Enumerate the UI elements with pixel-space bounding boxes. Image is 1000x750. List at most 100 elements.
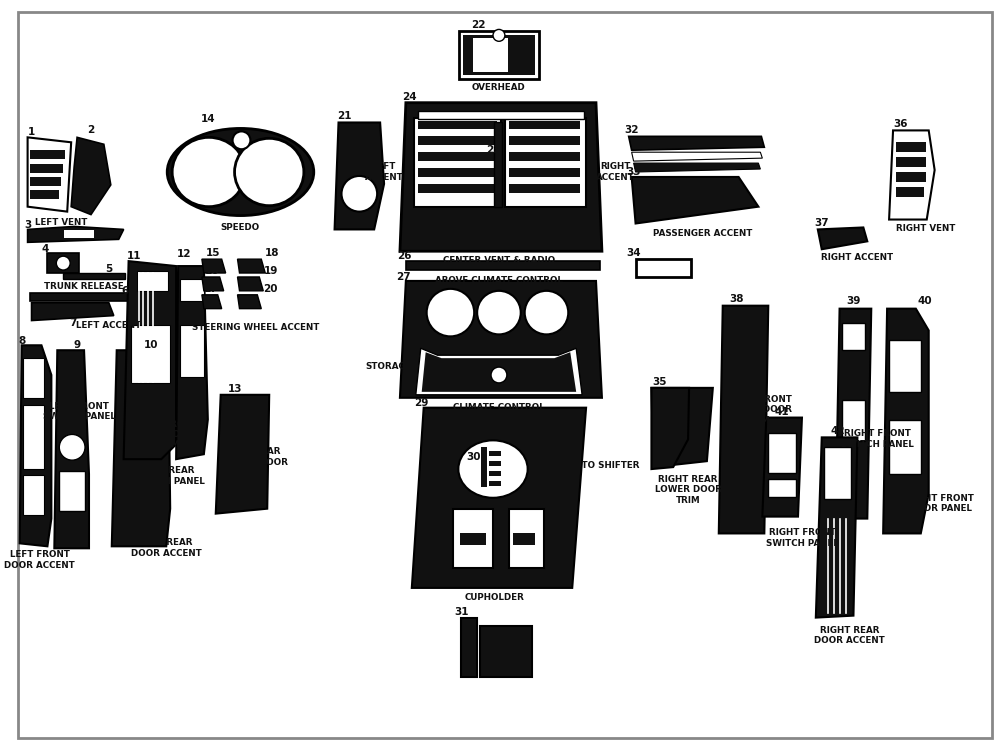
Bar bbox=[513, 533, 535, 545]
Polygon shape bbox=[54, 350, 89, 548]
Bar bbox=[489, 461, 501, 466]
Text: 11: 11 bbox=[127, 251, 142, 261]
Text: 1: 1 bbox=[28, 128, 35, 137]
Circle shape bbox=[56, 256, 70, 270]
Text: 30: 30 bbox=[466, 452, 480, 462]
Text: 8: 8 bbox=[18, 336, 25, 346]
Text: 20: 20 bbox=[263, 284, 277, 294]
Text: 10: 10 bbox=[144, 340, 159, 350]
Bar bbox=[23, 358, 44, 398]
Text: ABOVE CLIMATE CONTROL: ABOVE CLIMATE CONTROL bbox=[435, 276, 563, 285]
Bar bbox=[453, 509, 493, 568]
Text: CUPHOLDER: CUPHOLDER bbox=[465, 592, 525, 602]
Bar bbox=[418, 184, 497, 193]
Text: 22: 22 bbox=[471, 20, 485, 31]
Text: 16: 16 bbox=[205, 266, 219, 276]
Bar bbox=[460, 533, 486, 545]
Bar bbox=[489, 471, 501, 476]
Text: 31: 31 bbox=[454, 607, 469, 616]
Polygon shape bbox=[112, 350, 170, 546]
Polygon shape bbox=[28, 226, 124, 242]
Text: 33: 33 bbox=[626, 167, 641, 177]
Text: 41: 41 bbox=[775, 406, 789, 417]
Bar bbox=[30, 164, 63, 173]
Text: LEFT REAR
DOOR ACCENT: LEFT REAR DOOR ACCENT bbox=[131, 538, 202, 558]
Circle shape bbox=[233, 131, 250, 149]
Bar bbox=[23, 405, 44, 469]
Text: RIGHT VENT: RIGHT VENT bbox=[896, 224, 955, 233]
Bar bbox=[459, 32, 539, 79]
Bar bbox=[64, 230, 94, 238]
Polygon shape bbox=[416, 348, 582, 394]
Text: 9: 9 bbox=[74, 340, 81, 350]
Text: 17: 17 bbox=[203, 284, 218, 294]
Polygon shape bbox=[634, 163, 760, 172]
Polygon shape bbox=[202, 277, 224, 291]
Bar bbox=[180, 279, 204, 301]
Bar bbox=[842, 400, 865, 441]
Polygon shape bbox=[202, 295, 222, 309]
Polygon shape bbox=[632, 152, 762, 161]
Polygon shape bbox=[632, 177, 758, 224]
Polygon shape bbox=[836, 309, 871, 518]
Text: 2: 2 bbox=[87, 125, 95, 136]
Text: RIGHT FRONT
SWITCH PANEL: RIGHT FRONT SWITCH PANEL bbox=[766, 529, 838, 548]
Bar bbox=[131, 326, 170, 383]
Text: 36: 36 bbox=[894, 119, 908, 130]
Text: LEFT
ACCENT: LEFT ACCENT bbox=[365, 162, 403, 182]
Ellipse shape bbox=[458, 440, 528, 498]
Text: 27: 27 bbox=[397, 272, 411, 282]
Polygon shape bbox=[651, 388, 713, 467]
Circle shape bbox=[493, 29, 505, 41]
Polygon shape bbox=[400, 103, 602, 251]
Text: 24: 24 bbox=[403, 92, 417, 102]
Bar bbox=[494, 122, 502, 207]
Text: 15: 15 bbox=[206, 248, 220, 258]
Text: PASSENGER ACCENT: PASSENGER ACCENT bbox=[653, 230, 753, 238]
Text: RIGHT REAR
LOWER DOOR
TRIM: RIGHT REAR LOWER DOOR TRIM bbox=[655, 475, 722, 505]
Bar bbox=[889, 419, 921, 474]
Circle shape bbox=[477, 291, 521, 334]
Text: 38: 38 bbox=[729, 294, 744, 304]
Circle shape bbox=[342, 176, 377, 212]
Bar bbox=[509, 184, 580, 193]
Text: LEFT FRONT
SWITCH PANEL: LEFT FRONT SWITCH PANEL bbox=[43, 402, 116, 422]
Bar bbox=[463, 35, 535, 75]
Polygon shape bbox=[816, 437, 857, 617]
Text: 26: 26 bbox=[397, 251, 411, 261]
Bar bbox=[473, 38, 508, 72]
Text: RIGHT FRONT
LOWER DOOR
TRIM: RIGHT FRONT LOWER DOOR TRIM bbox=[725, 394, 792, 424]
Polygon shape bbox=[32, 303, 114, 320]
Text: 4: 4 bbox=[42, 244, 49, 254]
Bar bbox=[896, 187, 924, 196]
Bar bbox=[418, 152, 497, 161]
Bar bbox=[489, 452, 501, 456]
Polygon shape bbox=[176, 266, 208, 459]
Text: 12: 12 bbox=[177, 249, 191, 259]
Bar bbox=[63, 273, 125, 279]
Text: RIGHT ACCENT: RIGHT ACCENT bbox=[821, 254, 893, 262]
Polygon shape bbox=[651, 388, 689, 469]
Bar bbox=[137, 271, 168, 291]
Text: 21: 21 bbox=[337, 110, 352, 121]
Polygon shape bbox=[629, 136, 764, 150]
Ellipse shape bbox=[172, 137, 245, 207]
Polygon shape bbox=[20, 345, 51, 546]
Bar bbox=[824, 447, 851, 499]
Polygon shape bbox=[238, 277, 263, 291]
Ellipse shape bbox=[235, 138, 304, 206]
Bar bbox=[47, 254, 79, 273]
Bar bbox=[418, 136, 497, 146]
Bar bbox=[636, 260, 691, 277]
Bar bbox=[418, 121, 497, 130]
Text: AUTO SHIFTER: AUTO SHIFTER bbox=[568, 461, 640, 470]
Polygon shape bbox=[883, 309, 929, 533]
Text: 5: 5 bbox=[105, 264, 112, 274]
Polygon shape bbox=[818, 227, 867, 249]
Text: LEFT FRONT
DOOR ACCENT: LEFT FRONT DOOR ACCENT bbox=[4, 550, 75, 570]
Bar bbox=[768, 433, 796, 473]
Polygon shape bbox=[28, 137, 71, 212]
Text: RIGHT FRONT
DOOR PANEL: RIGHT FRONT DOOR PANEL bbox=[907, 494, 974, 513]
Bar bbox=[896, 142, 926, 152]
Bar bbox=[509, 152, 580, 161]
